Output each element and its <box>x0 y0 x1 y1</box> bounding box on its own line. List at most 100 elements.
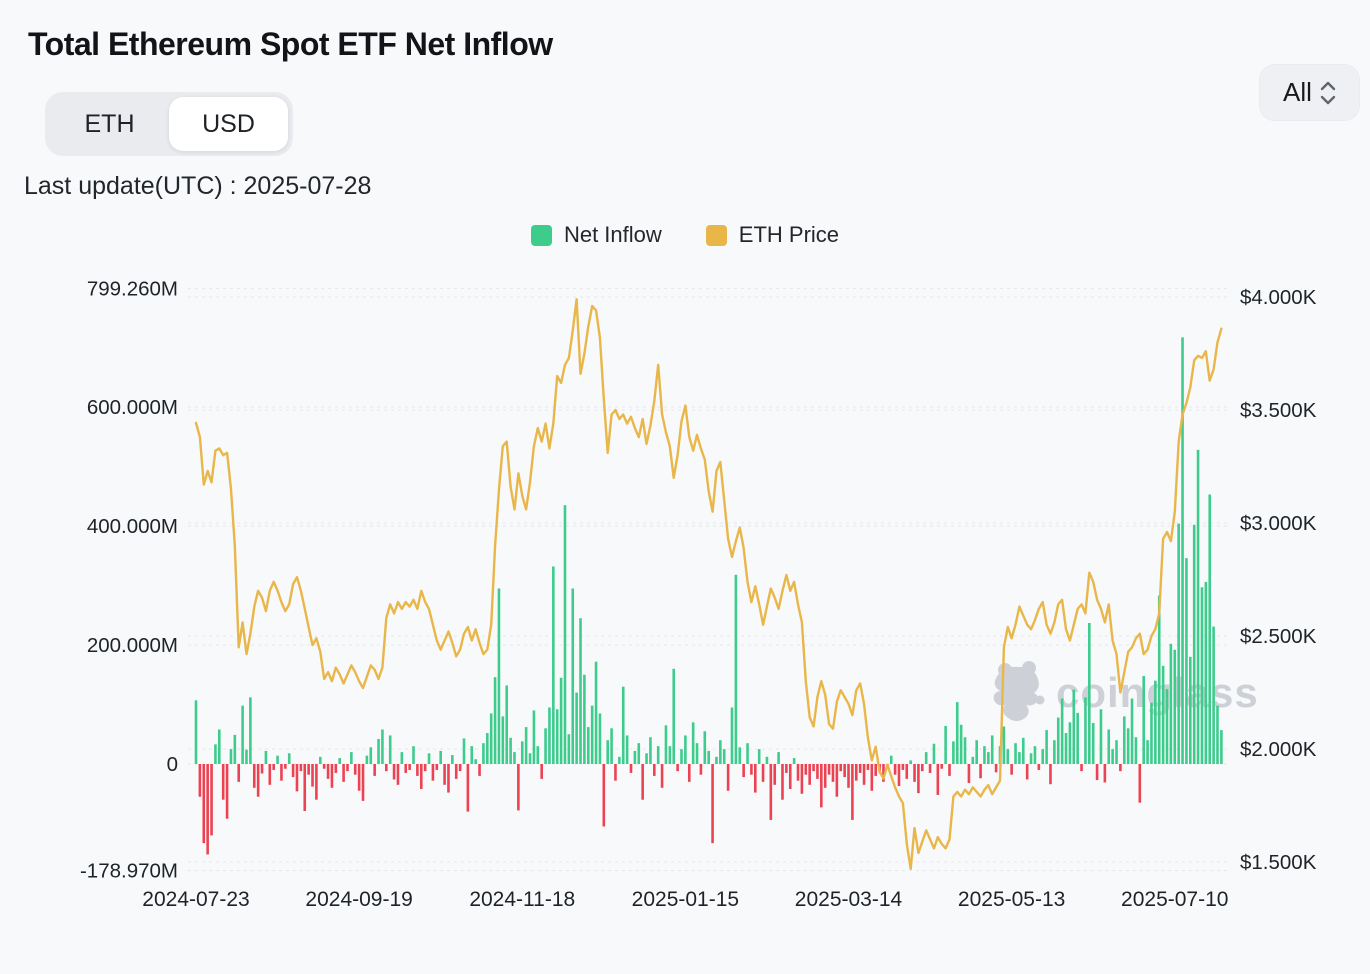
net-inflow-bar[interactable] <box>990 735 994 764</box>
net-inflow-bar[interactable] <box>614 764 617 781</box>
net-inflow-bar[interactable] <box>1091 722 1095 764</box>
net-inflow-bar[interactable] <box>1084 697 1087 764</box>
toggle-option-usd[interactable]: USD <box>169 97 288 151</box>
net-inflow-bar[interactable] <box>742 764 745 778</box>
net-inflow-bar[interactable] <box>361 764 365 801</box>
net-inflow-bar[interactable] <box>260 764 264 774</box>
net-inflow-bar[interactable] <box>1200 587 1204 764</box>
net-inflow-bar[interactable] <box>1103 764 1107 783</box>
net-inflow-bar[interactable] <box>206 764 209 855</box>
net-inflow-bar[interactable] <box>249 697 252 764</box>
net-inflow-bar[interactable] <box>241 705 244 764</box>
net-inflow-bar[interactable] <box>388 735 392 764</box>
net-inflow-bar[interactable] <box>1204 581 1208 764</box>
net-inflow-bar[interactable] <box>377 739 380 764</box>
net-inflow-bar[interactable] <box>1041 749 1045 765</box>
net-inflow-bar[interactable] <box>1192 524 1196 764</box>
net-inflow-bar[interactable] <box>1196 449 1200 764</box>
net-inflow-bar[interactable] <box>311 764 314 787</box>
net-inflow-bar[interactable] <box>1177 523 1180 764</box>
net-inflow-bar[interactable] <box>1099 709 1103 764</box>
net-inflow-bar[interactable] <box>979 764 982 779</box>
net-inflow-bar[interactable] <box>408 764 411 770</box>
net-inflow-bar[interactable] <box>268 764 272 785</box>
net-inflow-bar[interactable] <box>229 749 233 765</box>
net-inflow-bar[interactable] <box>1095 764 1099 781</box>
net-inflow-bar[interactable] <box>482 743 485 764</box>
net-inflow-bar[interactable] <box>664 725 668 764</box>
net-inflow-bar[interactable] <box>820 764 823 808</box>
net-inflow-bar[interactable] <box>804 764 808 775</box>
net-inflow-bar[interactable] <box>373 764 376 776</box>
net-inflow-bar[interactable] <box>1010 764 1013 775</box>
net-inflow-bar[interactable] <box>466 764 470 812</box>
net-inflow-bar[interactable] <box>493 677 497 764</box>
net-inflow-bar[interactable] <box>210 764 213 836</box>
net-inflow-bar[interactable] <box>971 756 975 764</box>
net-inflow-bar[interactable] <box>656 746 660 764</box>
net-inflow-bar[interactable] <box>854 764 858 781</box>
net-inflow-bar[interactable] <box>994 764 998 773</box>
net-inflow-bar[interactable] <box>1154 680 1157 764</box>
net-inflow-bar[interactable] <box>544 728 547 764</box>
net-inflow-bar[interactable] <box>586 727 590 764</box>
net-inflow-bar[interactable] <box>917 764 920 794</box>
net-inflow-bar[interactable] <box>897 764 901 787</box>
net-inflow-bar[interactable] <box>528 753 532 764</box>
net-inflow-bar[interactable] <box>901 764 905 770</box>
net-inflow-bar[interactable] <box>726 764 730 791</box>
net-inflow-bar[interactable] <box>567 734 571 764</box>
net-inflow-bar[interactable] <box>509 737 512 764</box>
eth-price-line[interactable] <box>194 298 1223 870</box>
net-inflow-bar[interactable] <box>559 677 563 764</box>
net-inflow-bar[interactable] <box>1080 764 1083 772</box>
net-inflow-bar[interactable] <box>303 764 307 811</box>
net-inflow-bar[interactable] <box>381 729 384 764</box>
net-inflow-bar[interactable] <box>606 740 609 764</box>
net-inflow-bar[interactable] <box>256 764 260 797</box>
net-inflow-bar[interactable] <box>687 764 691 782</box>
net-inflow-bar[interactable] <box>1006 749 1010 765</box>
net-inflow-bar[interactable] <box>955 702 959 764</box>
net-inflow-bar[interactable] <box>1037 764 1041 770</box>
net-inflow-bar[interactable] <box>812 764 815 772</box>
net-inflow-bar[interactable] <box>699 764 703 775</box>
net-inflow-bar[interactable] <box>621 686 625 764</box>
net-inflow-bar[interactable] <box>532 710 536 764</box>
net-inflow-bar[interactable] <box>552 566 555 764</box>
net-inflow-bar[interactable] <box>264 750 268 764</box>
net-inflow-bar[interactable] <box>746 743 749 764</box>
net-inflow-bar[interactable] <box>221 764 225 800</box>
net-inflow-bar[interactable] <box>214 744 217 764</box>
net-inflow-bar[interactable] <box>788 764 792 789</box>
net-inflow-bar[interactable] <box>676 764 679 772</box>
net-inflow-bar[interactable] <box>610 728 613 764</box>
net-inflow-bar[interactable] <box>932 743 936 764</box>
net-inflow-bar[interactable] <box>513 752 516 764</box>
net-inflow-bar[interactable] <box>1157 595 1161 764</box>
net-inflow-bar[interactable] <box>478 764 481 776</box>
net-inflow-bar[interactable] <box>474 759 477 764</box>
net-inflow-bar[interactable] <box>396 764 400 785</box>
net-inflow-bar[interactable] <box>722 749 726 765</box>
net-inflow-bar[interactable] <box>816 764 819 779</box>
net-inflow-bar[interactable] <box>672 668 676 764</box>
net-inflow-bar[interactable] <box>365 755 369 764</box>
net-inflow-bar[interactable] <box>1064 733 1068 764</box>
net-inflow-bar[interactable] <box>757 749 761 765</box>
net-inflow-bar[interactable] <box>536 746 540 764</box>
net-inflow-bar[interactable] <box>330 764 334 788</box>
net-inflow-bar[interactable] <box>447 764 450 793</box>
net-inflow-bar[interactable] <box>451 755 454 764</box>
net-inflow-bar[interactable] <box>295 764 299 792</box>
net-inflow-bar[interactable] <box>773 764 777 785</box>
net-inflow-bar[interactable] <box>571 588 575 765</box>
net-inflow-bar[interactable] <box>765 756 769 764</box>
net-inflow-bar[interactable] <box>668 746 672 764</box>
net-inflow-bar[interactable] <box>649 737 652 764</box>
net-inflow-bar[interactable] <box>777 752 780 764</box>
legend-item-net-inflow[interactable]: Net Inflow <box>530 222 662 248</box>
net-inflow-bar[interactable] <box>629 764 633 773</box>
net-inflow-bar[interactable] <box>458 764 462 772</box>
